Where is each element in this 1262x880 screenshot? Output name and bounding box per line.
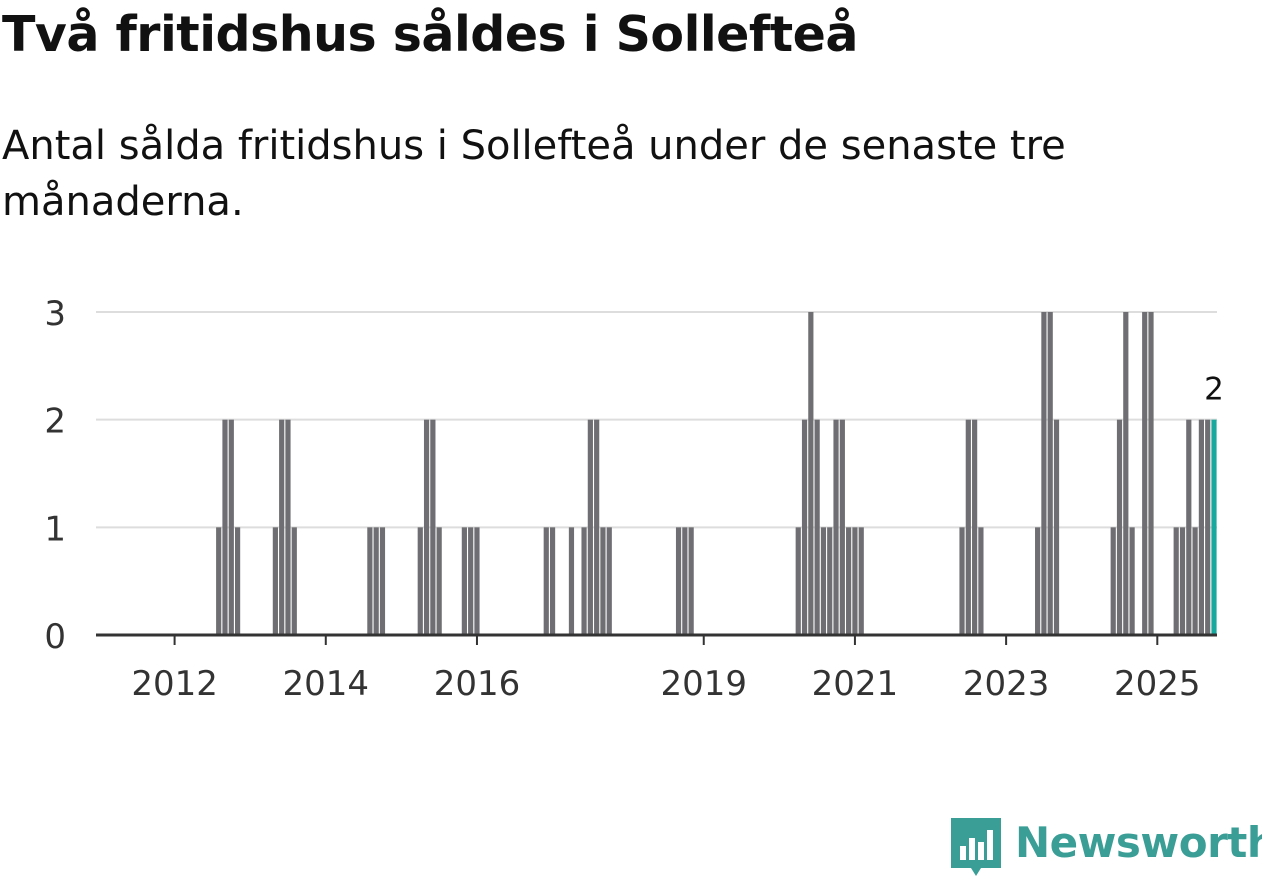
bar bbox=[688, 527, 694, 635]
bar bbox=[1205, 419, 1211, 635]
bar bbox=[682, 527, 688, 635]
bar bbox=[1116, 419, 1123, 635]
chart-title: Två fritidshus såldes i Sollefteå bbox=[2, 6, 858, 63]
bar bbox=[827, 527, 833, 635]
bar bbox=[423, 419, 430, 635]
bar bbox=[436, 527, 442, 635]
bar bbox=[839, 419, 845, 635]
y-tick-label: 1 bbox=[44, 509, 66, 549]
bar bbox=[285, 419, 291, 635]
bar bbox=[1148, 312, 1154, 635]
bar bbox=[216, 527, 222, 635]
bar bbox=[279, 419, 285, 635]
bar bbox=[858, 527, 864, 635]
y-tick-label: 3 bbox=[44, 294, 66, 334]
bar bbox=[543, 527, 549, 635]
x-tick-label: 2012 bbox=[131, 664, 218, 704]
x-tick-label: 2014 bbox=[283, 664, 370, 704]
bar bbox=[417, 527, 423, 635]
bar bbox=[606, 527, 612, 635]
bar bbox=[978, 527, 984, 635]
bar bbox=[1041, 312, 1047, 635]
bar-highlight bbox=[1211, 419, 1217, 635]
data-label: 2 bbox=[1204, 372, 1224, 408]
x-tick-label: 2016 bbox=[434, 664, 521, 704]
bar bbox=[367, 527, 373, 635]
bar bbox=[1123, 312, 1129, 635]
x-tick-label: 2021 bbox=[812, 664, 899, 704]
y-tick-label: 2 bbox=[44, 402, 66, 442]
x-tick-label: 2019 bbox=[660, 664, 747, 704]
newsworthy-logo: Newsworthy bbox=[951, 818, 1262, 880]
chart-subtitle: Antal sålda fritidshus i Sollefteå under… bbox=[2, 123, 1066, 225]
bar bbox=[959, 527, 965, 635]
bar bbox=[1035, 527, 1041, 635]
bar bbox=[1173, 527, 1179, 635]
bar bbox=[814, 419, 820, 635]
bar bbox=[581, 527, 587, 635]
bar bbox=[795, 527, 801, 635]
bar bbox=[965, 419, 971, 635]
bar bbox=[1192, 527, 1198, 635]
bar bbox=[474, 527, 480, 635]
bar bbox=[833, 419, 839, 635]
newsworthy-logo-icon bbox=[951, 818, 1001, 876]
bar bbox=[1053, 419, 1060, 635]
bar bbox=[820, 527, 827, 635]
bar bbox=[373, 527, 379, 635]
bar bbox=[468, 527, 474, 635]
bar bbox=[461, 527, 467, 635]
bar bbox=[568, 527, 575, 635]
x-tick-label: 2023 bbox=[963, 664, 1050, 704]
bar bbox=[1186, 419, 1192, 635]
bar bbox=[1110, 527, 1116, 635]
bar bbox=[430, 419, 436, 635]
bar bbox=[291, 527, 297, 635]
bar bbox=[549, 527, 556, 635]
bar bbox=[272, 527, 278, 635]
y-tick-label: 0 bbox=[44, 617, 66, 657]
bar bbox=[234, 527, 241, 635]
newsworthy-logo-text: Newsworthy bbox=[1015, 818, 1262, 867]
bar bbox=[1047, 312, 1053, 635]
bar bbox=[801, 419, 808, 635]
bar bbox=[808, 312, 814, 635]
bar bbox=[852, 527, 858, 635]
bar bbox=[600, 527, 606, 635]
bar bbox=[1142, 312, 1148, 635]
bar bbox=[1198, 419, 1204, 635]
bar bbox=[379, 527, 386, 635]
bar bbox=[594, 419, 600, 635]
bar bbox=[675, 527, 682, 635]
bar bbox=[846, 527, 852, 635]
bar bbox=[222, 419, 228, 635]
bar bbox=[1129, 527, 1135, 635]
bar bbox=[972, 419, 978, 635]
bar bbox=[587, 419, 593, 635]
x-tick-label: 2025 bbox=[1114, 664, 1201, 704]
bar bbox=[1179, 527, 1186, 635]
bar bbox=[228, 419, 234, 635]
